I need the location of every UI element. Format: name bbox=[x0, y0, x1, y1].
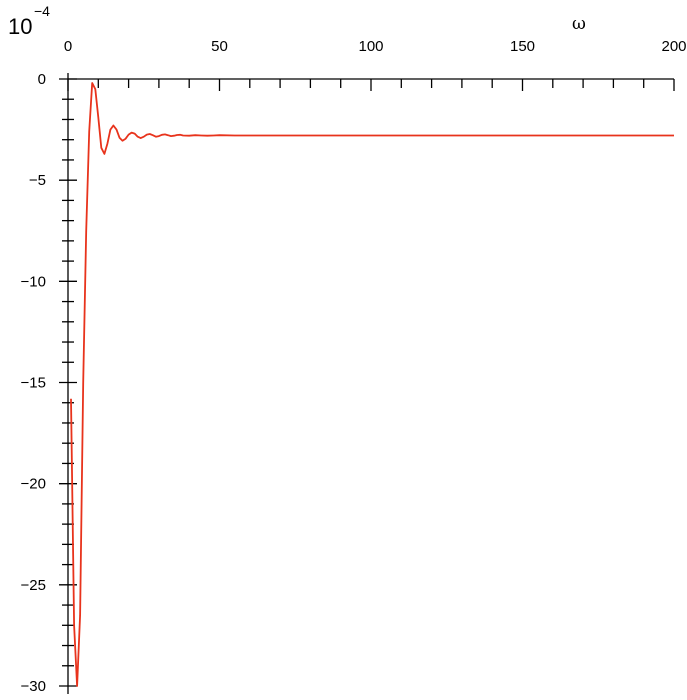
y-tick-label: −30 bbox=[21, 678, 46, 695]
x-tick-label: 100 bbox=[358, 38, 383, 55]
scale-factor-exponent: −4 bbox=[34, 3, 50, 19]
y-axis-tick-labels: 0 −5 −10 −15 −20 −25 −30 bbox=[21, 71, 46, 695]
series-group bbox=[70, 82, 674, 687]
x-axis-tick-labels: 0 50 100 150 200 bbox=[64, 38, 687, 55]
y-tick-label: −25 bbox=[21, 577, 46, 594]
x-axis-ticks bbox=[67, 79, 675, 91]
scale-factor-base: 10 bbox=[8, 14, 32, 39]
y-tick-label: −20 bbox=[21, 476, 46, 493]
x-axis-label: ω bbox=[572, 14, 586, 34]
y-tick-label: 0 bbox=[38, 71, 46, 88]
series-line bbox=[70, 82, 674, 687]
x-tick-label: 150 bbox=[510, 38, 535, 55]
x-tick-label: 0 bbox=[64, 38, 72, 55]
y-tick-label: −10 bbox=[21, 273, 46, 290]
x-tick-label: 200 bbox=[661, 38, 686, 55]
y-tick-label: −15 bbox=[21, 375, 46, 392]
y-scale-factor: 10 −4 bbox=[8, 3, 50, 39]
x-tick-label: 50 bbox=[211, 38, 228, 55]
y-tick-label: −5 bbox=[29, 172, 46, 189]
